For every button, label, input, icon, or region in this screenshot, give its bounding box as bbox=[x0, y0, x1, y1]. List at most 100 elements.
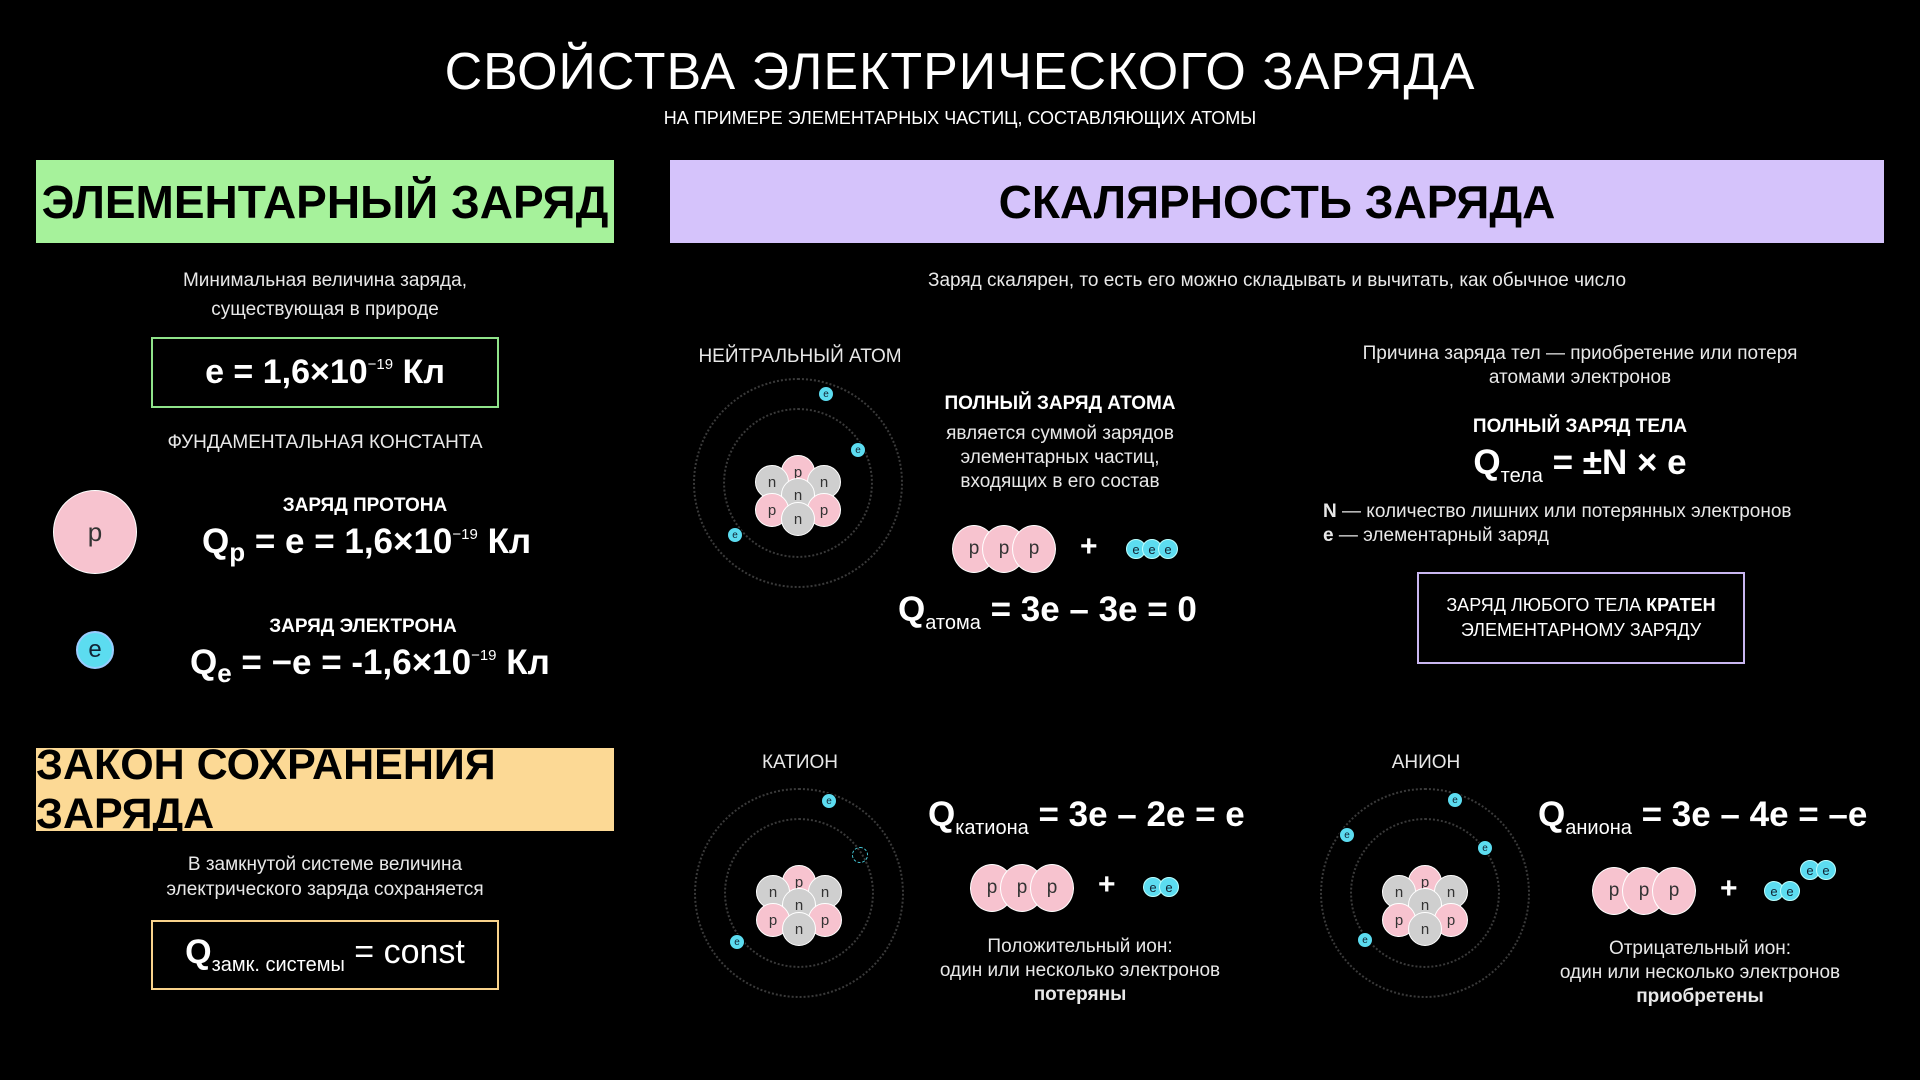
orbit-electron-icon: e bbox=[1447, 792, 1463, 808]
orbit-electron-icon: e bbox=[729, 934, 745, 950]
anion-label: АНИОН bbox=[1391, 752, 1461, 773]
formula-unit: Кл bbox=[496, 643, 550, 682]
outer-orbit bbox=[694, 788, 904, 998]
formula-exponent: −19 bbox=[367, 356, 394, 373]
box-line1: ЗАРЯД ЛЮБОГО ТЕЛА КРАТЕН bbox=[1446, 593, 1715, 618]
inner-orbit bbox=[724, 818, 874, 968]
nucleus-neutron: n bbox=[782, 912, 816, 946]
conservation-description: В замкнутой системе величина электрическ… bbox=[36, 852, 614, 902]
conservation-desc-line2: электрического заряда сохраняется bbox=[166, 879, 484, 900]
proton-charge-title: ЗАРЯД ПРОТОНА bbox=[282, 495, 448, 516]
atom-charge-formula: Qатома = 3e – 3e = 0 bbox=[898, 590, 1197, 635]
proton-icon: p bbox=[1652, 867, 1696, 915]
nucleus-neutron: n bbox=[1408, 912, 1442, 946]
inner-orbit bbox=[723, 408, 873, 558]
page-subtitle: НА ПРИМЕРЕ ЭЛЕМЕНТАРНЫХ ЧАСТИЦ, СОСТАВЛЯ… bbox=[663, 108, 1257, 128]
nucleus-proton: p bbox=[756, 903, 790, 937]
fundamental-constant-label: ФУНДАМЕНТАЛЬНАЯ КОНСТАНТА bbox=[167, 432, 483, 453]
conservation-law-heading: ЗАКОН СОХРАНЕНИЯ ЗАРЯДА bbox=[36, 740, 496, 838]
conservation-law-banner: ЗАКОН СОХРАНЕНИЯ ЗАРЯДА bbox=[36, 741, 614, 838]
formula-rhs: = const bbox=[344, 933, 465, 971]
anion-desc-line2: один или несколько электронов bbox=[1559, 962, 1841, 983]
legend-n-key: N bbox=[1323, 501, 1337, 522]
formula-exponent: −19 bbox=[452, 526, 478, 543]
q-symbol: Q bbox=[928, 795, 956, 834]
formula-rhs: = ±N × e bbox=[1542, 443, 1687, 482]
page-title: СВОЙСТВА ЭЛЕКТРИЧЕСКОГО ЗАРЯДА bbox=[444, 43, 1476, 101]
q-subscript: замк. системы bbox=[211, 954, 345, 976]
electron-icon: e bbox=[76, 631, 114, 669]
anion-electrons-group: e e bbox=[1764, 881, 1800, 901]
legend-n: N — количество лишних или потерянных эле… bbox=[1323, 500, 1863, 524]
formula-rhs: = 3e – 2e = e bbox=[1028, 795, 1245, 834]
legend-n-def: — количество лишних или потерянных элект… bbox=[1336, 501, 1792, 522]
cation-label: КАТИОН bbox=[761, 752, 839, 773]
box-line2: ЭЛЕМЕНТАРНОМУ ЗАРЯДУ bbox=[1460, 620, 1702, 640]
scalar-description: Заряд скалярен, то есть его можно склады… bbox=[927, 270, 1627, 291]
formula-text: = −e = -1,6×10 bbox=[231, 643, 472, 682]
box-line1-bold: КРАТЕН bbox=[1646, 595, 1716, 615]
elementary-charge-formula-box: e = 1,6×10−19 Кл bbox=[151, 337, 499, 408]
elementary-charge-banner: ЭЛЕМЕНТАРНЫЙ ЗАРЯД bbox=[36, 160, 614, 243]
electron-icon: e bbox=[1158, 539, 1178, 559]
conservation-formula-box: Qзамк. системы = const bbox=[151, 920, 499, 990]
formula-exponent: −19 bbox=[471, 647, 497, 664]
anion-atom-diagram: p n n n p p n e e e e bbox=[1320, 788, 1530, 998]
q-symbol: Q bbox=[202, 522, 230, 561]
full-atom-desc-line3: входящих в его состав bbox=[960, 471, 1160, 492]
formula-rhs: = 3e – 3e = 0 bbox=[980, 590, 1197, 629]
anion-charge-formula: Qаниона = 3e – 4e = –e bbox=[1538, 795, 1867, 840]
orbit-electron-icon: e bbox=[1477, 840, 1493, 856]
proton-icon: p bbox=[53, 490, 137, 574]
electron-icon: e bbox=[1764, 881, 1784, 901]
inner-orbit bbox=[1350, 818, 1500, 968]
cation-desc-line1: Положительный ион: bbox=[987, 936, 1173, 957]
q-subscript: тела bbox=[1500, 465, 1543, 487]
proton-icon: p bbox=[1030, 864, 1074, 912]
anion-desc-line3: приобретены bbox=[1636, 986, 1764, 1007]
q-subscript: атома bbox=[925, 612, 981, 634]
plus-sign: + bbox=[1720, 872, 1738, 905]
full-atom-desc-line2: элементарных частиц, bbox=[960, 447, 1160, 468]
legend-e-def: — элементарный заряд bbox=[1333, 525, 1549, 546]
cation-electrons-group: e e bbox=[1143, 877, 1179, 897]
anion-extra-electrons-group: e e bbox=[1800, 860, 1836, 880]
reason-line2: атомами электронов bbox=[1488, 367, 1672, 388]
body-charge-legend: N — количество лишних или потерянных эле… bbox=[1323, 500, 1863, 548]
orbit-electron-icon: e bbox=[850, 442, 866, 458]
q-symbol: Q bbox=[898, 590, 926, 629]
proton-charge-formula: Qp = e = 1,6×10−19 Кл bbox=[202, 522, 531, 568]
neutral-electrons-group: e e e bbox=[1126, 539, 1178, 559]
q-symbol: Q bbox=[1538, 795, 1566, 834]
body-charge-reason: Причина заряда тел — приобретение или по… bbox=[1310, 342, 1850, 390]
electron-icon: e bbox=[1780, 881, 1800, 901]
formula-rhs: = 3e – 4e = –e bbox=[1631, 795, 1868, 834]
formula-unit: Кл bbox=[477, 522, 532, 561]
anion-protons-group: p p p bbox=[1592, 867, 1696, 915]
orbit-electron-icon: e bbox=[818, 386, 834, 402]
scalar-charge-heading: СКАЛЯРНОСТЬ ЗАРЯДА bbox=[998, 175, 1556, 228]
neutral-atom-diagram: p n n n p p n e e e bbox=[693, 378, 903, 588]
outer-orbit bbox=[693, 378, 903, 588]
elementary-charge-heading: ЭЛЕМЕНТАРНЫЙ ЗАРЯД bbox=[41, 175, 609, 228]
reason-line1: Причина заряда тел — приобретение или по… bbox=[1362, 343, 1798, 364]
anion-description: Отрицательный ион: один или несколько эл… bbox=[1540, 937, 1860, 1009]
plus-sign: + bbox=[1098, 868, 1116, 901]
box-line1-text: ЗАРЯД ЛЮБОГО ТЕЛА bbox=[1446, 595, 1647, 615]
nucleus-neutron: n bbox=[781, 502, 815, 536]
cation-desc-line3: потеряны bbox=[1033, 984, 1127, 1005]
legend-e: e — элементарный заряд bbox=[1323, 524, 1863, 548]
outer-orbit bbox=[1320, 788, 1530, 998]
full-atom-charge-title: ПОЛНЫЙ ЗАРЯД АТОМА bbox=[944, 393, 1176, 414]
full-atom-charge-desc: является суммой зарядов элементарных час… bbox=[920, 422, 1200, 494]
electron-charge-title: ЗАРЯД ЭЛЕКТРОНА bbox=[269, 616, 457, 637]
q-subscript: аниона bbox=[1565, 817, 1632, 839]
q-subscript: p bbox=[229, 537, 246, 567]
orbit-electron-icon: e bbox=[821, 793, 837, 809]
formula-text: = e = 1,6×10 bbox=[245, 522, 453, 561]
legend-e-key: e bbox=[1323, 525, 1334, 546]
body-charge-formula: Qтела = ±N × e bbox=[1310, 443, 1850, 488]
q-symbol: Q bbox=[1473, 443, 1501, 482]
electron-charge-formula: Qe = −e = -1,6×10−19 Кл bbox=[190, 643, 550, 689]
conservation-formula: Qзамк. системы = const bbox=[185, 933, 465, 977]
